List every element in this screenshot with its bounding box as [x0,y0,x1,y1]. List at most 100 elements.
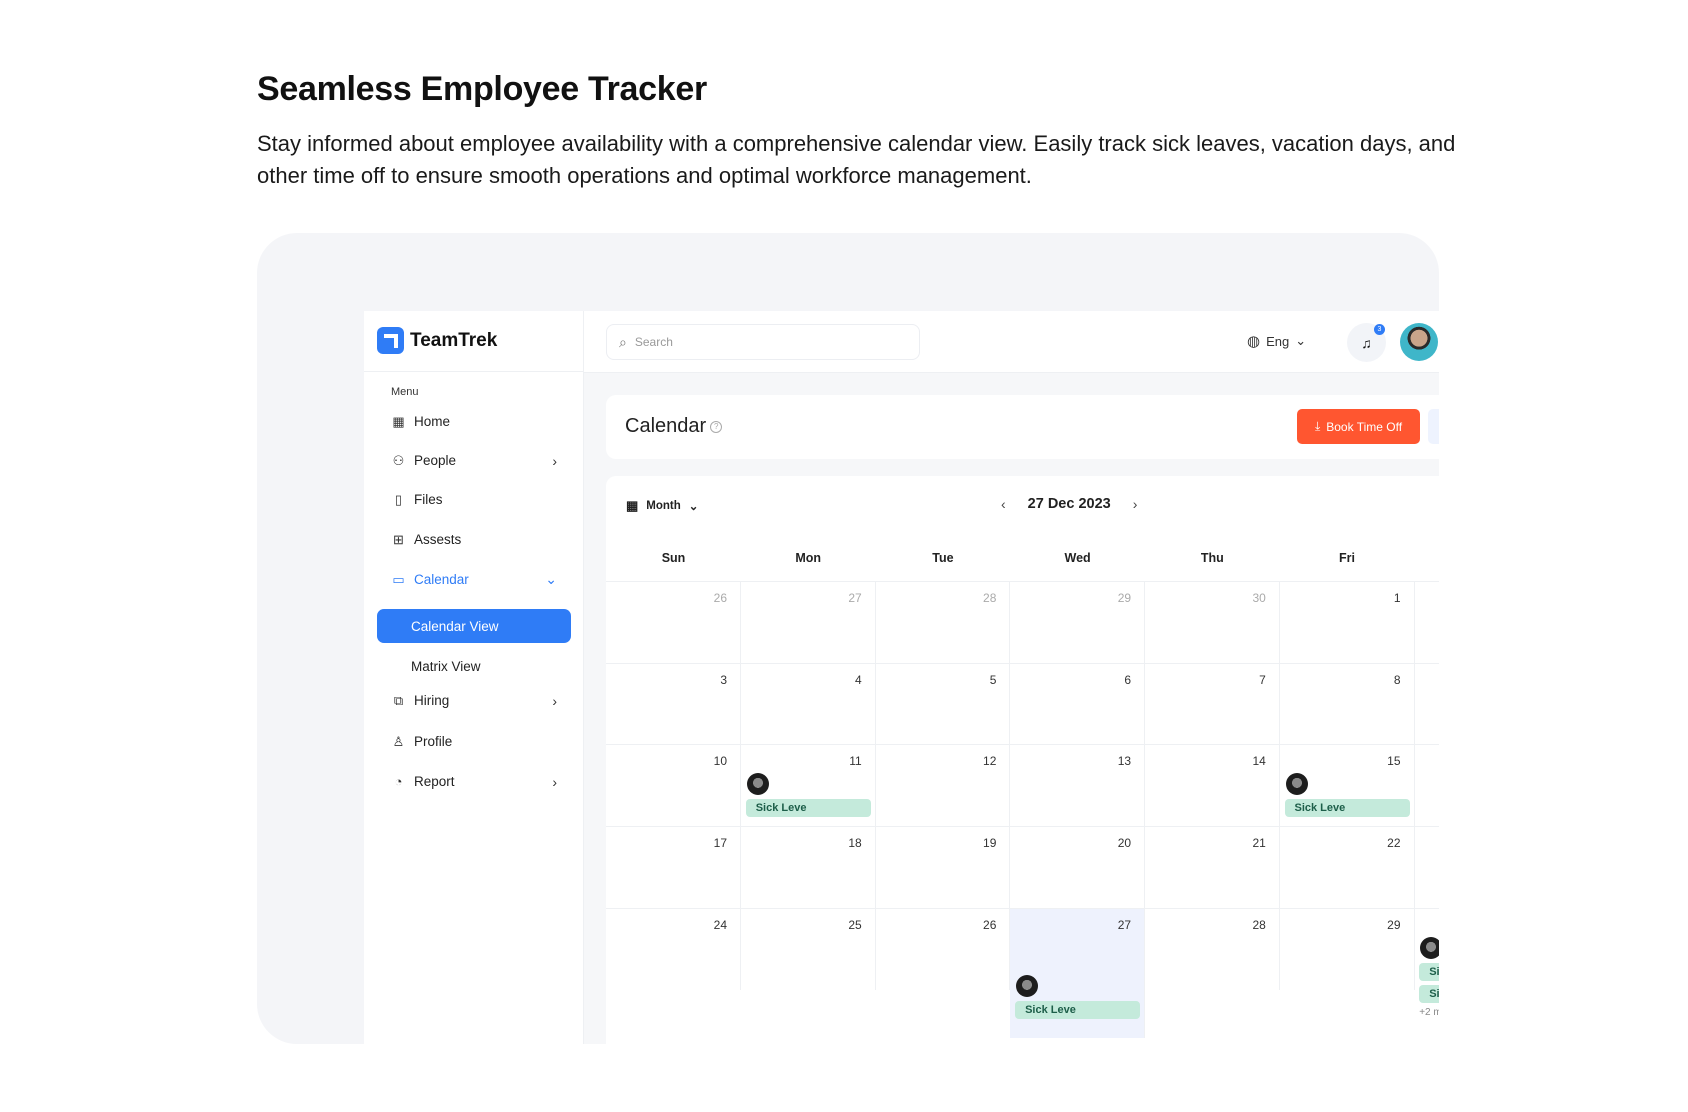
sick-leave-event[interactable]: Sick Leve [1419,984,1439,1003]
sick-leave-event[interactable]: Sick Leve [1419,962,1439,981]
events: Sick Leve [1015,974,1141,1019]
chevron-right-icon: › [552,773,557,790]
sidebar-item-calendar-view[interactable]: Calendar View [377,609,571,643]
day-cell[interactable]: 27 Sick Leve [1010,907,1146,1038]
day-cell[interactable]: 18 [740,826,876,909]
sidebar-item-matrix-view[interactable]: Matrix View [411,658,481,674]
bell-icon: ♫ [1361,334,1372,351]
search-input[interactable]: ⌕ Search [606,324,920,360]
day-cell[interactable]: 25 [740,907,876,990]
day-cell[interactable]: 3 [606,662,741,745]
sidebar-item-profile[interactable]: ♙ Profile [391,734,557,750]
day-cell[interactable]: 10 [606,744,741,827]
employee-avatar[interactable] [1420,936,1439,959]
next-month-button[interactable]: › [1132,496,1138,512]
day-cell[interactable] [1414,744,1439,826]
day-cell[interactable]: 11 Sick Leve [740,744,876,827]
chevron-right-icon: › [552,452,557,469]
sidebar-item-calendar[interactable]: ▭ Calendar ⌄ [391,571,557,587]
day-cell[interactable]: 30 [1144,581,1280,663]
label: Profile [414,734,453,749]
logo-icon [377,327,404,354]
day-cell[interactable]: 20 [1010,826,1146,909]
app-window: TeamTrek Menu ▦ Home ⚇ People › ▯ Files ⊞ Ass… [364,311,1439,1044]
day-cell[interactable]: 29 [1279,907,1415,990]
day-cell[interactable] [1414,662,1439,745]
more-events-link[interactable]: +2 more [1419,1006,1439,1018]
grid-icon: ▦ [392,413,405,429]
language-selector[interactable]: ◍ Eng ⌄ [1247,332,1306,350]
day-cell[interactable]: 24 [606,907,741,990]
day-number: 26 [983,917,997,932]
app-name: TeamTrek [410,329,498,351]
day-cell[interactable] [1414,826,1439,908]
day-number: 4 [855,672,862,687]
employee-avatar[interactable] [746,773,769,796]
sick-leave-event[interactable]: Sick Leve [745,799,871,818]
sidebar-item-report[interactable]: ◔ Report › [391,773,557,790]
book-time-off-button[interactable]: ⤓ Book Time Off [1297,409,1420,444]
day-number: 21 [1252,836,1266,851]
day-cell[interactable]: 28 [875,581,1011,663]
logo[interactable]: TeamTrek [377,327,497,354]
sidebar-item-files[interactable]: ▯ Files [391,492,557,508]
day-cell[interactable]: 8 [1279,662,1415,745]
sick-leave-event[interactable]: Sick Leve [1284,799,1410,818]
sidebar-item-home[interactable]: ▦ Home [391,413,557,430]
sick-leave-event[interactable]: Sick Leve [1015,1000,1141,1019]
view-selector[interactable]: ▦ Month ⌄ [626,498,698,514]
day-number: 15 [1387,754,1401,769]
help-icon[interactable]: ? [710,420,723,433]
day-number: 1 [1393,591,1401,605]
day-cell[interactable]: 6 [1010,662,1146,745]
search-placeholder: Search [634,335,673,349]
user-avatar[interactable] [1400,323,1438,361]
day-number: 18 [848,836,862,851]
day-number: 30 [1252,591,1266,605]
calendar-grid-card: ▦ Month ⌄ ‹ 27 Dec 2023 › Sun Mon Tue Wed Thu F… [606,476,1439,1044]
secondary-button[interactable] [1428,409,1439,444]
page-title: Seamless Employee Tracker [257,70,707,108]
employee-avatar[interactable] [1285,773,1308,796]
day-cell[interactable]: 27 [740,581,876,663]
day-number: 13 [1117,754,1132,769]
sidebar-item-hiring[interactable]: ⧉ Hiring › [391,693,557,709]
day-cell[interactable]: 15 Sick Leve [1279,744,1415,827]
day-number: 12 [983,754,997,769]
calendar-icon: ▭ [392,571,405,587]
chevron-down-icon: ⌄ [1295,333,1307,348]
day-cell[interactable]: 12 [875,744,1011,827]
day-cell[interactable]: 5 [875,662,1011,745]
day-cell[interactable]: 13 [1010,744,1146,827]
day-cell[interactable]: 26 [606,581,741,663]
weekday-header: Mon [795,551,822,565]
day-cell[interactable]: 17 [606,826,741,909]
day-cell[interactable]: 19 [875,826,1011,909]
weekday-header: Tue [932,551,954,565]
day-cell[interactable]: 14 [1144,744,1280,827]
day-cell[interactable]: 28 [1144,907,1280,990]
day-cell[interactable]: 4 [740,662,876,745]
day-number: 24 [713,917,727,932]
day-cell[interactable]: Sick Leve Sick Leve +2 more [1414,907,1439,1018]
users-icon: ⚇ [392,452,405,468]
laptop-icon: ⊞ [393,531,404,547]
day-number: 28 [1252,917,1266,932]
day-number: 29 [1387,917,1401,932]
employee-avatar[interactable] [1016,974,1039,997]
day-cell[interactable]: 7 [1144,662,1280,745]
events: Sick Leve Sick Leve +2 more [1419,936,1439,1018]
day-cell[interactable]: 1 [1279,581,1415,663]
sidebar-item-people[interactable]: ⚇ People › [391,452,557,469]
day-cell[interactable]: 26 [875,907,1011,990]
day-cell[interactable]: 29 [1010,581,1146,663]
prev-month-button[interactable]: ‹ [1001,496,1006,512]
sidebar-item-assests[interactable]: ⊞ Assests [391,531,557,548]
day-cell[interactable]: 22 [1279,826,1415,909]
day-number: 7 [1259,672,1266,687]
day-number: 6 [1124,672,1132,687]
day-cell[interactable]: 21 [1144,826,1280,909]
day-cell[interactable] [1414,581,1439,663]
day-number: 26 [713,591,727,605]
notifications-button[interactable]: ♫ 3 [1347,323,1386,362]
